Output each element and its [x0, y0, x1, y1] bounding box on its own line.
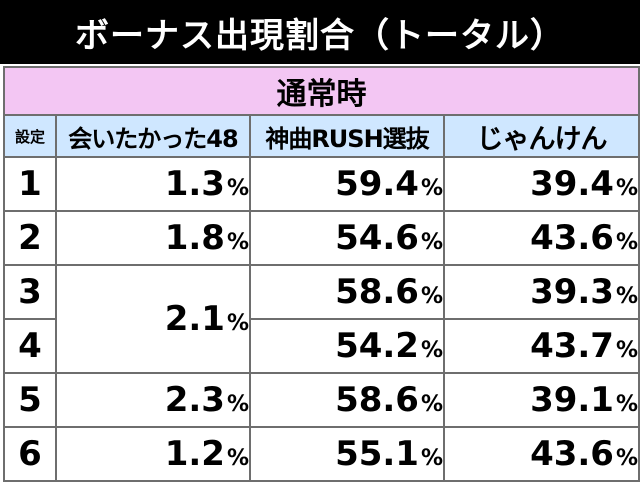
table-row: 6 1.2% 55.1% 43.6%: [3, 426, 640, 482]
bonus-ratio-table: 通常時 設定 会いたかった48 神曲RUSH選抜 じゃんけん 1 1.3% 59…: [3, 66, 640, 482]
page-title: ボーナス出現割合（トータル）: [0, 0, 640, 64]
header-setting: 設定: [3, 114, 57, 158]
cell-col1: 1.8%: [55, 210, 251, 266]
cell-col3: 43.7%: [443, 318, 640, 374]
table-row: 4 54.2% 43.7%: [3, 318, 640, 374]
section-label: 通常時: [3, 66, 640, 116]
setting-number: 1: [3, 156, 57, 212]
header-col2: 神曲RUSH選抜: [249, 114, 445, 158]
cell-col3: 39.3%: [443, 264, 640, 320]
cell-col3: 43.6%: [443, 426, 640, 482]
cell-col2: 54.2%: [249, 318, 445, 374]
cell-col2: 59.4%: [249, 156, 445, 212]
table-row: 1 1.3% 59.4% 39.4%: [3, 156, 640, 212]
setting-number: 2: [3, 210, 57, 266]
setting-number: 3: [3, 264, 57, 320]
column-header-row: 設定 会いたかった48 神曲RUSH選抜 じゃんけん: [3, 114, 640, 158]
cell-col2: 54.6%: [249, 210, 445, 266]
cell-col1-merged: 2.1%: [55, 264, 251, 374]
cell-col2: 58.6%: [249, 372, 445, 428]
section-header-row: 通常時: [3, 66, 640, 116]
cell-col2: 58.6%: [249, 264, 445, 320]
setting-number: 4: [3, 318, 57, 374]
cell-col1: 2.3%: [55, 372, 251, 428]
cell-col3: 39.4%: [443, 156, 640, 212]
cell-col1: 1.3%: [55, 156, 251, 212]
cell-col3: 43.6%: [443, 210, 640, 266]
header-col1: 会いたかった48: [55, 114, 251, 158]
cell-col2: 55.1%: [249, 426, 445, 482]
table-row: 3 2.1% 58.6% 39.3%: [3, 264, 640, 374]
setting-number: 5: [3, 372, 57, 428]
setting-number: 6: [3, 426, 57, 482]
header-col3: じゃんけん: [443, 114, 640, 158]
table-row: 2 1.8% 54.6% 43.6%: [3, 210, 640, 266]
table-row: 5 2.3% 58.6% 39.1%: [3, 372, 640, 428]
cell-col1: 1.2%: [55, 426, 251, 482]
cell-col3: 39.1%: [443, 372, 640, 428]
